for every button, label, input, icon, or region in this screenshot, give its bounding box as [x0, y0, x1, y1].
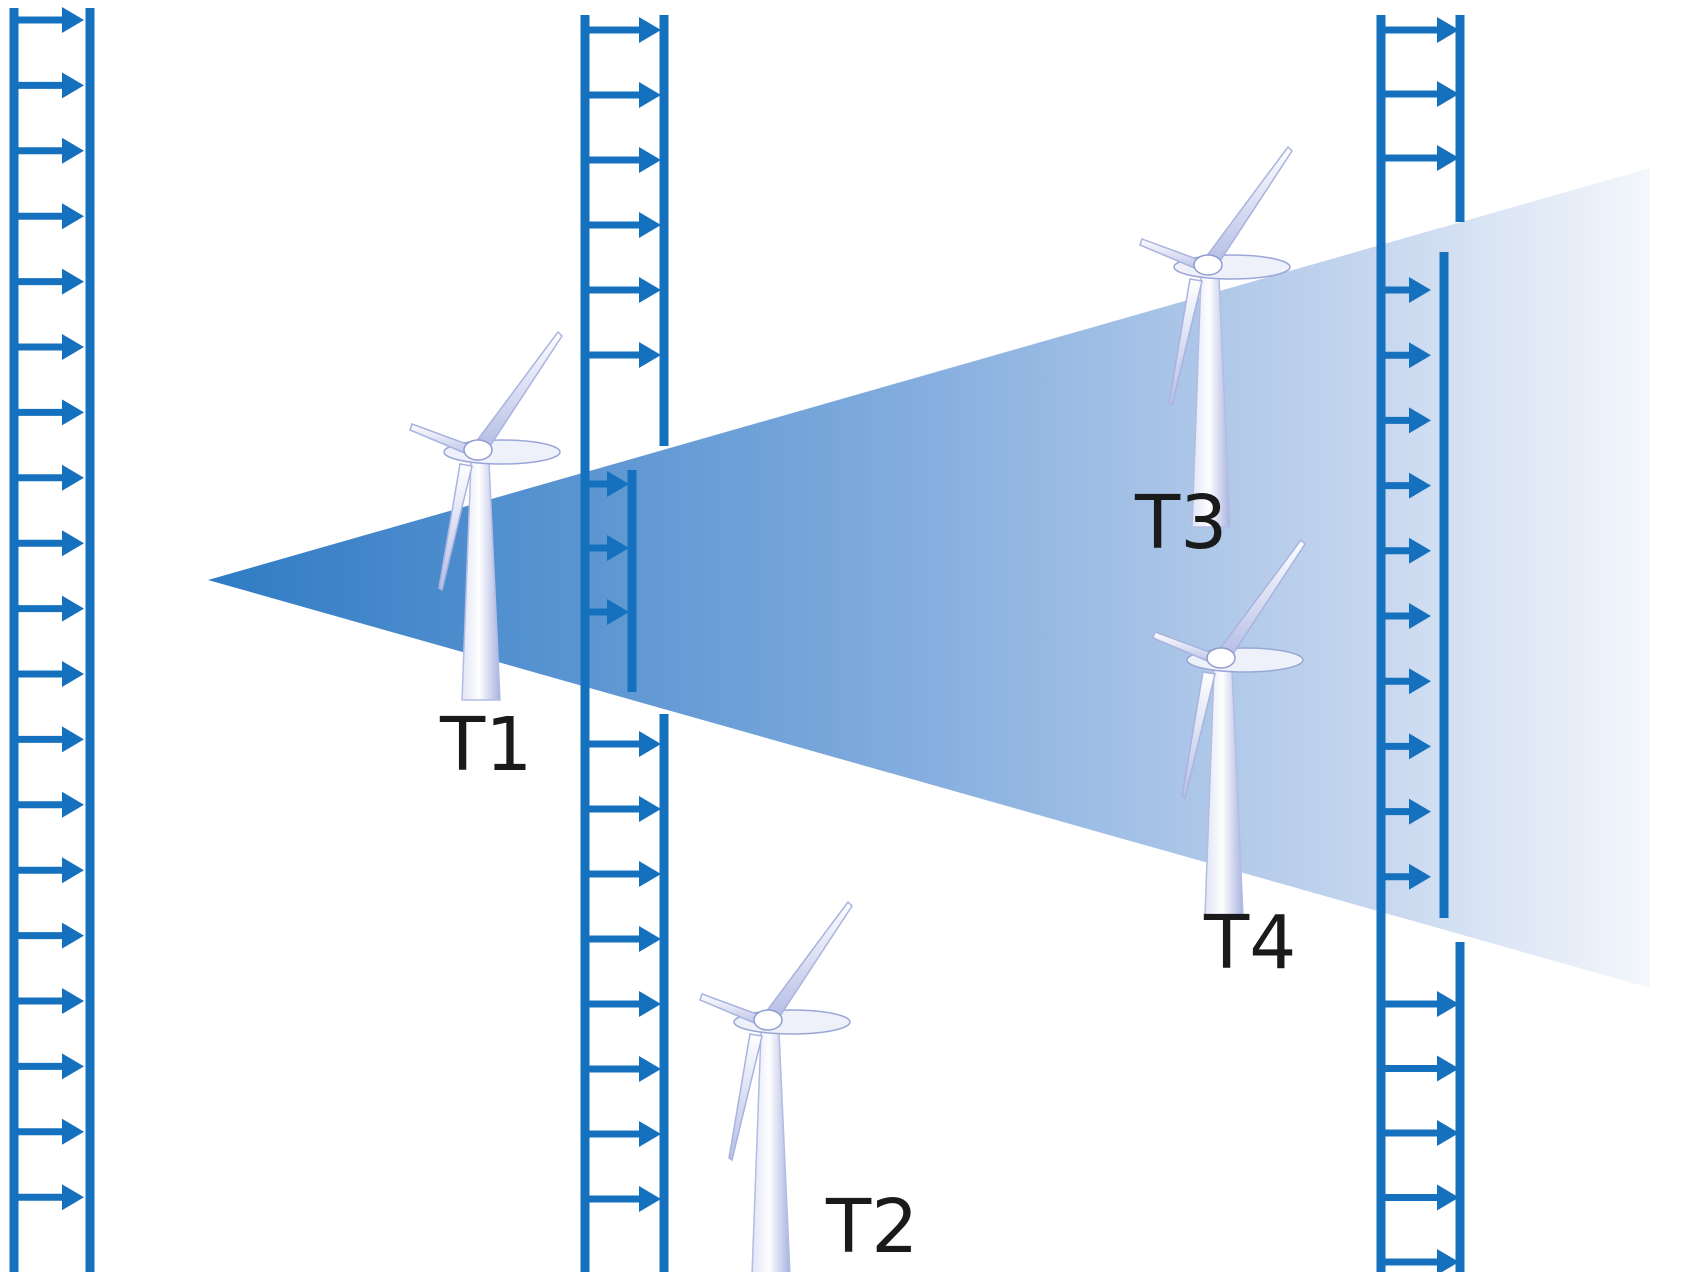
velocity-profile-t3-t4: [1376, 15, 1465, 1272]
arrow-right-icon: [14, 857, 84, 884]
turbine-blade: [764, 900, 853, 1017]
arrow-right-icon: [14, 1184, 84, 1211]
arrow-right-icon: [14, 1118, 84, 1145]
arrow-right-icon: [1381, 277, 1431, 303]
wake-region: [208, 168, 1650, 988]
arrow-right-icon: [585, 796, 661, 822]
arrow-right-icon: [585, 277, 661, 303]
wind-turbines: [409, 145, 1306, 1272]
turbine-blade: [1204, 145, 1293, 262]
arrow-right-icon: [14, 268, 84, 295]
arrow-right-icon: [585, 82, 661, 108]
arrow-right-icon: [14, 464, 84, 491]
arrow-right-icon: [14, 922, 84, 949]
arrow-right-icon: [1381, 991, 1459, 1017]
turbine-blade: [1168, 278, 1203, 407]
wind-turbine-icon-t1: [409, 330, 563, 701]
turbine-label-t3: T3: [1134, 480, 1227, 566]
arrow-right-icon: [585, 861, 661, 887]
arrow-right-icon: [14, 661, 84, 687]
turbine-hub: [1193, 254, 1223, 276]
arrow-right-icon: [585, 731, 661, 757]
velocity-profiles: [9, 7, 1465, 1272]
arrow-right-icon: [585, 1121, 661, 1147]
arrow-right-icon: [1381, 863, 1431, 890]
turbine-hub: [463, 439, 493, 461]
arrow-right-icon: [14, 72, 84, 99]
turbine-tower: [461, 461, 501, 701]
arrow-right-icon: [14, 7, 84, 33]
arrow-right-icon: [1381, 1249, 1459, 1272]
arrow-right-icon: [1381, 407, 1431, 434]
arrow-right-icon: [585, 1186, 661, 1212]
arrow-right-icon: [1381, 603, 1431, 629]
arrow-right-icon: [1381, 798, 1431, 825]
arrow-right-icon: [585, 17, 661, 43]
wind-turbine-icon-t3: [1139, 145, 1293, 528]
arrow-right-icon: [14, 988, 84, 1014]
turbine-blade: [728, 1033, 763, 1162]
arrow-right-icon: [585, 212, 661, 238]
turbine-label-t4: T4: [1203, 900, 1296, 986]
arrow-right-icon: [1381, 733, 1431, 760]
turbine-blade: [474, 330, 563, 447]
arrow-right-icon: [1381, 342, 1431, 369]
arrow-right-icon: [1381, 472, 1431, 499]
arrow-right-icon: [585, 599, 629, 625]
turbine-tower: [751, 1031, 791, 1272]
arrow-right-icon: [14, 595, 84, 622]
wind-turbine-icon-t2: [699, 900, 853, 1272]
turbine-blade: [1181, 671, 1216, 800]
arrow-right-icon: [1381, 668, 1431, 695]
arrow-right-icon: [1381, 1184, 1459, 1211]
arrow-right-icon: [14, 726, 84, 753]
turbine-hub: [753, 1009, 783, 1031]
turbine-blade: [438, 463, 473, 592]
turbine-hub: [1206, 647, 1236, 669]
arrow-right-icon: [585, 471, 629, 497]
turbine-label-t1: T1: [439, 702, 532, 788]
arrow-right-icon: [585, 926, 661, 952]
arrow-right-icon: [14, 791, 84, 818]
arrow-right-icon: [14, 1053, 84, 1080]
arrow-right-icon: [585, 147, 661, 173]
arrow-right-icon: [14, 334, 84, 360]
velocity-profile-inflow: [9, 7, 95, 1272]
velocity-profile-t1: [580, 15, 669, 1272]
arrow-right-icon: [585, 1056, 661, 1082]
arrow-right-icon: [14, 399, 84, 426]
wind-turbine-icon-t4: [1152, 538, 1306, 917]
arrow-right-icon: [585, 991, 661, 1017]
arrow-right-icon: [585, 535, 629, 561]
arrow-right-icon: [1381, 145, 1459, 171]
arrow-right-icon: [14, 530, 84, 557]
arrow-right-icon: [1381, 81, 1459, 107]
arrow-right-icon: [14, 137, 84, 164]
arrow-right-icon: [1381, 17, 1459, 43]
arrow-right-icon: [1381, 1120, 1459, 1146]
arrow-right-icon: [1381, 537, 1431, 564]
turbine-label-t2: T2: [825, 1184, 918, 1270]
arrow-right-icon: [1381, 1055, 1459, 1082]
arrow-right-icon: [585, 342, 661, 368]
arrow-right-icon: [14, 203, 84, 230]
